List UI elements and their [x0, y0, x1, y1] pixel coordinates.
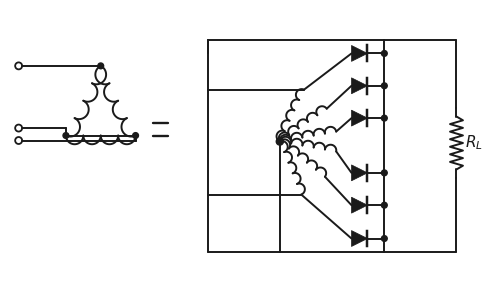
- Circle shape: [276, 138, 283, 145]
- Circle shape: [382, 202, 387, 208]
- Polygon shape: [352, 46, 368, 61]
- Circle shape: [132, 133, 138, 138]
- Circle shape: [382, 170, 387, 176]
- Text: $R_L$: $R_L$: [465, 134, 483, 152]
- Polygon shape: [352, 165, 368, 181]
- Circle shape: [63, 133, 69, 138]
- Circle shape: [382, 83, 387, 89]
- Polygon shape: [352, 197, 368, 213]
- Polygon shape: [352, 110, 368, 126]
- Circle shape: [98, 63, 103, 69]
- Polygon shape: [352, 231, 368, 246]
- Circle shape: [382, 115, 387, 121]
- Circle shape: [382, 236, 387, 241]
- Polygon shape: [352, 78, 368, 94]
- Circle shape: [382, 51, 387, 56]
